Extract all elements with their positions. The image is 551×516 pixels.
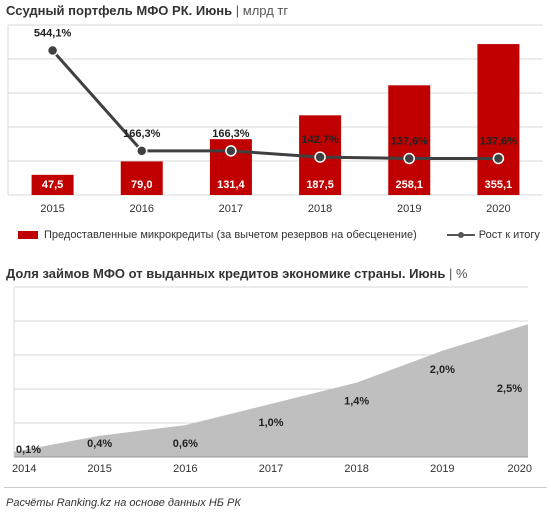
growth-point [492, 152, 505, 165]
x-tick-label: 2018 [308, 203, 332, 215]
growth-point [225, 145, 237, 157]
chart1-unit-text: млрд тг [242, 3, 289, 18]
chart1-title-text: Ссудный портфель МФО РК. Июнь [6, 3, 233, 18]
bar-value-label: 79,0 [131, 179, 152, 191]
growth-point [314, 151, 326, 163]
share-value-label: 0,1% [16, 444, 41, 456]
x-tick-label: 2015 [40, 203, 64, 215]
legend-bar-swatch [18, 231, 38, 239]
x-tick-label: 2016 [173, 463, 197, 475]
x-tick-label: 2017 [219, 203, 243, 215]
share-value-label: 2,5% [497, 383, 522, 395]
growth-value-label: 166,3% [212, 128, 250, 140]
x-tick-label: 2014 [12, 463, 36, 475]
x-tick-label: 2020 [486, 203, 510, 215]
chart2-unit-text: % [456, 266, 468, 281]
bar-value-label: 355,1 [485, 179, 513, 191]
share-value-label: 1,0% [258, 417, 283, 429]
growth-line [51, 49, 499, 160]
bar-value-label: 258,1 [395, 179, 423, 191]
bar-2019 [388, 85, 431, 195]
growth-point [136, 145, 148, 157]
x-tick-label: 2019 [430, 463, 454, 475]
footer-divider [4, 487, 547, 488]
growth-value-label: 544,1% [34, 27, 72, 39]
x-tick-label: 2015 [87, 463, 111, 475]
share-area [14, 324, 528, 457]
bar-2020 [477, 44, 520, 195]
loan-portfolio-chart: 47,5 2015 79,0 2016 131,4 2017 187,5 2018 258,1 2… [7, 24, 543, 215]
chart2-title: Доля займов МФО от выданных кредитов эко… [6, 266, 468, 281]
chart2-title-text: Доля займов МФО от выданных кредитов эко… [6, 266, 446, 281]
growth-value-label: 142,7% [301, 134, 339, 146]
chart2-unit: | % [449, 266, 468, 281]
bar-2015 [31, 174, 74, 195]
chart1-legend: Предоставленные микрокредиты (за вычетом… [18, 229, 540, 241]
x-tick-label: 2016 [130, 203, 154, 215]
source-note: Расчёты Ranking.kz на основе данных НБ Р… [6, 497, 241, 509]
legend-line-swatch [446, 229, 475, 241]
x-tick-label: 2020 [508, 463, 532, 475]
bar-value-label: 131,4 [217, 179, 245, 191]
bar-2016 [120, 161, 163, 195]
share-value-label: 2,0% [430, 364, 455, 376]
x-tick-label: 2019 [397, 203, 421, 215]
share-value-label: 1,4% [344, 396, 369, 408]
share-value-label: 0,6% [173, 438, 198, 450]
share-value-label: 0,4% [87, 438, 112, 450]
chart1-unit: | млрд тг [235, 3, 289, 18]
bar-value-label: 47,5 [42, 179, 63, 191]
growth-value-label: 137,6% [480, 135, 518, 147]
growth-point [46, 44, 59, 57]
x-tick-label: 2017 [259, 463, 283, 475]
x-tick-label: 2018 [344, 463, 368, 475]
chart1-title: Ссудный портфель МФО РК. Июнь | млрд тг [6, 3, 288, 18]
bar-value-label: 187,5 [306, 179, 334, 191]
legend-line-label: Рост к итогу [478, 229, 540, 241]
growth-point [403, 152, 415, 165]
growth-value-label: 166,3% [123, 128, 161, 140]
legend-bar-label: Предоставленные микрокредиты (за вычетом… [44, 229, 417, 241]
growth-value-label: 137,6% [391, 135, 429, 147]
